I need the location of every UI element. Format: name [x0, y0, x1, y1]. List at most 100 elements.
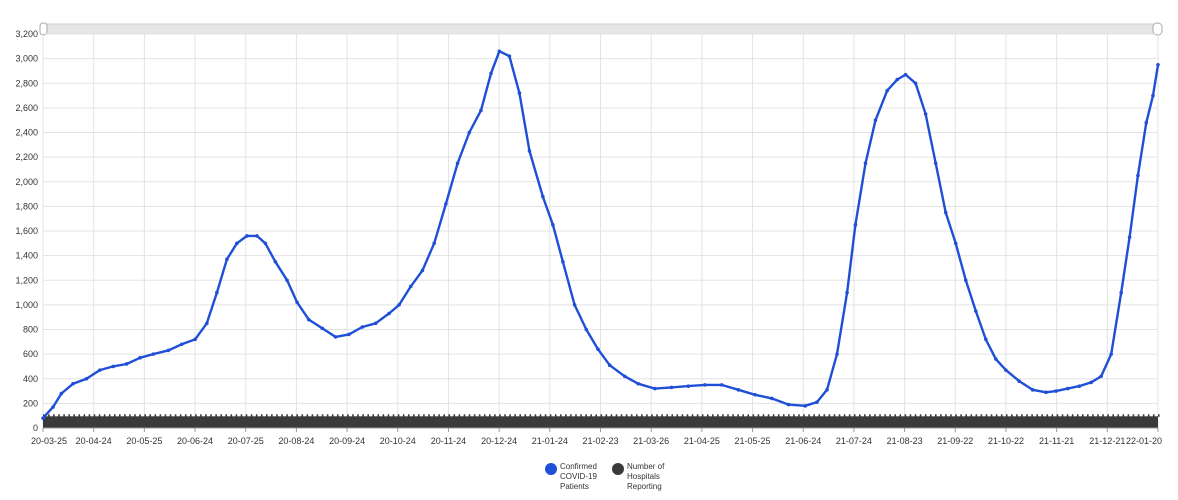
hospitals-point — [914, 414, 917, 417]
patients-point — [1144, 120, 1149, 125]
y-tick-label: 2,600 — [15, 103, 38, 113]
hospitals-point — [559, 414, 562, 417]
range-handle-left[interactable] — [39, 22, 48, 36]
hospitals-point — [139, 414, 141, 417]
hospitals-point — [184, 414, 187, 417]
hospitals-point — [306, 414, 309, 417]
patients-point — [1065, 386, 1070, 391]
hospitals-point — [53, 414, 55, 417]
patients-point — [994, 357, 998, 361]
hospitals-point — [316, 414, 319, 417]
hospitals-point — [276, 414, 278, 417]
hospitals-point — [331, 414, 334, 417]
legend-item-hospitals[interactable]: Number of Hospitals Reporting — [612, 462, 669, 492]
hospitals-point — [174, 414, 177, 417]
y-tick-label: 2,000 — [15, 177, 38, 187]
hospitals-point — [1051, 414, 1054, 417]
y-tick-label: 2,200 — [15, 152, 38, 162]
patients-point — [1119, 290, 1124, 295]
hospitals-point — [164, 414, 167, 417]
hospitals-point — [1000, 414, 1003, 417]
hospitals-point — [286, 414, 288, 417]
x-tick-label: 21-12-21 — [1089, 436, 1125, 446]
hospitals-point — [803, 414, 805, 417]
hospitals-point — [625, 414, 628, 417]
hospitals-point — [955, 414, 957, 417]
hospitals-point — [377, 414, 380, 417]
patients-point — [408, 284, 413, 289]
hospitals-point — [808, 414, 810, 417]
hospitals-point — [767, 414, 770, 417]
patients-point — [736, 388, 741, 392]
hospitals-point — [1137, 414, 1140, 417]
patients-point — [124, 362, 129, 366]
patients-point — [84, 376, 89, 381]
hospitals-point — [894, 414, 897, 417]
hospitals-point — [357, 414, 359, 417]
hospitals-point — [853, 414, 856, 417]
x-tick-label: 20-06-24 — [177, 436, 213, 446]
range-handle-right[interactable] — [1152, 22, 1163, 36]
y-tick-label: 800 — [23, 325, 38, 335]
hospitals-point — [549, 414, 552, 417]
hospitals-point — [864, 414, 866, 417]
hospitals-point — [387, 414, 390, 417]
hospitals-point — [696, 414, 699, 417]
patients-point — [273, 259, 278, 264]
patients-point — [151, 352, 156, 356]
hospitals-point — [990, 414, 993, 417]
patients-point — [863, 161, 868, 166]
patients-point — [347, 332, 351, 337]
patients-point — [943, 210, 948, 215]
patients-point — [853, 223, 858, 227]
x-tick-label: 21-02-23 — [582, 436, 618, 446]
hospitals-area — [43, 416, 1158, 428]
patients-point — [1109, 352, 1113, 356]
patients-point — [636, 381, 640, 386]
legend-item-patients[interactable]: Confirmed COVID-19 Patients — [545, 462, 602, 492]
hospitals-point — [260, 414, 263, 417]
hospitals-point — [980, 414, 983, 417]
hospitals-point — [473, 414, 476, 417]
patients-point — [306, 317, 311, 322]
legend-label-patients: Confirmed COVID-19 Patients — [560, 462, 597, 491]
x-tick-label: 20-12-24 — [481, 436, 517, 446]
y-tick-label: 0 — [33, 423, 38, 433]
x-tick-label: 21-03-26 — [633, 436, 669, 446]
patients-point — [885, 88, 889, 93]
hospitals-point — [169, 414, 172, 417]
hospitals-point — [524, 414, 527, 417]
hospitals-point — [1031, 414, 1033, 417]
hospitals-point — [98, 414, 101, 417]
hospitals-point — [271, 414, 273, 417]
legend-marker-hospitals — [612, 463, 624, 475]
patients-point — [596, 347, 600, 352]
hospitals-point — [483, 414, 486, 417]
hospitals-point — [742, 414, 745, 417]
patients-point — [607, 363, 612, 368]
hospitals-point — [1132, 414, 1135, 417]
y-tick-label: 400 — [23, 374, 38, 384]
hospitals-point — [661, 414, 663, 417]
hospitals-point — [1061, 414, 1064, 417]
hospitals-point — [73, 414, 76, 417]
hospitals-point — [463, 414, 466, 417]
hospitals-point — [179, 414, 182, 417]
hospitals-point — [1005, 414, 1008, 417]
hospitals-point — [813, 414, 815, 417]
patients-point — [1044, 390, 1048, 395]
patients-point — [845, 290, 849, 295]
range-navigator[interactable] — [42, 23, 1161, 35]
hospitals-point — [1066, 414, 1069, 417]
hospitals-point — [230, 414, 233, 417]
hospitals-point — [686, 414, 689, 417]
patients-point — [41, 416, 45, 420]
x-tick-label: 21-05-25 — [735, 436, 771, 446]
hospitals-point — [1011, 414, 1013, 417]
patients-point — [205, 321, 209, 326]
patients-point — [527, 149, 532, 153]
hospitals-point — [418, 414, 420, 417]
y-tick-label: 1,600 — [15, 226, 38, 236]
y-tick-label: 2,800 — [15, 78, 38, 88]
hospitals-point — [651, 414, 653, 417]
